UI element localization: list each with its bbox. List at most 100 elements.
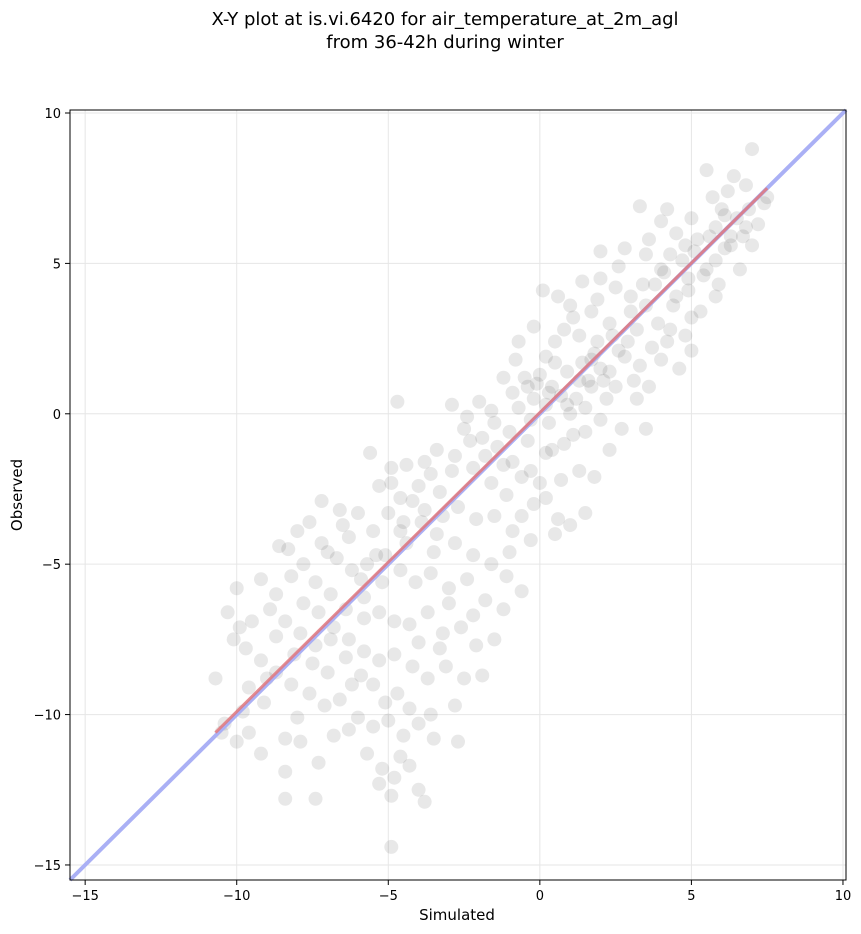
data-point xyxy=(502,424,517,439)
data-point xyxy=(375,575,390,590)
data-point xyxy=(466,548,481,563)
data-point xyxy=(699,163,714,178)
data-point xyxy=(320,545,335,560)
data-point xyxy=(541,385,556,400)
data-point xyxy=(560,364,575,379)
data-point xyxy=(535,283,550,298)
data-point xyxy=(714,202,729,217)
data-point xyxy=(663,322,678,337)
data-point xyxy=(638,298,653,313)
data-point xyxy=(693,304,708,319)
data-point xyxy=(575,274,590,289)
data-point xyxy=(632,199,647,214)
data-point xyxy=(711,277,726,292)
data-point xyxy=(563,298,578,313)
data-point xyxy=(608,379,623,394)
data-point xyxy=(608,280,623,295)
data-point xyxy=(460,409,475,424)
data-point xyxy=(378,548,393,563)
data-point xyxy=(393,491,408,506)
data-point xyxy=(475,430,490,445)
data-point xyxy=(496,370,511,385)
data-point xyxy=(432,641,447,656)
data-point xyxy=(641,379,656,394)
data-point xyxy=(732,262,747,277)
data-point xyxy=(478,448,493,463)
data-point xyxy=(654,262,669,277)
data-point xyxy=(678,238,693,253)
data-point xyxy=(290,524,305,539)
data-point xyxy=(423,566,438,581)
data-point xyxy=(444,397,459,412)
data-point xyxy=(551,289,566,304)
data-point xyxy=(284,677,299,692)
data-point xyxy=(526,391,541,406)
data-point xyxy=(408,575,423,590)
data-point xyxy=(229,581,244,596)
data-point xyxy=(405,659,420,674)
data-point xyxy=(554,472,569,487)
data-point xyxy=(751,217,766,232)
data-point xyxy=(441,596,456,611)
data-points xyxy=(208,142,775,854)
data-point xyxy=(526,319,541,334)
data-point xyxy=(735,229,750,244)
data-point xyxy=(302,515,317,530)
data-point xyxy=(520,433,535,448)
data-point xyxy=(638,247,653,262)
data-point xyxy=(532,367,547,382)
data-point xyxy=(684,211,699,226)
data-point xyxy=(629,391,644,406)
data-point xyxy=(257,695,271,710)
data-point xyxy=(617,241,632,256)
data-point xyxy=(429,442,444,457)
data-point xyxy=(402,701,417,716)
data-point xyxy=(293,626,308,641)
data-point xyxy=(417,454,432,469)
data-point xyxy=(508,352,523,367)
data-point xyxy=(599,391,614,406)
data-point xyxy=(381,506,396,521)
data-point xyxy=(417,503,432,518)
data-point xyxy=(669,289,684,304)
data-point xyxy=(411,635,426,650)
data-point xyxy=(478,593,493,608)
data-point xyxy=(651,316,666,331)
data-point xyxy=(472,394,487,409)
data-point xyxy=(590,334,605,349)
data-point xyxy=(699,262,714,277)
data-point xyxy=(457,421,472,436)
data-point xyxy=(560,397,575,412)
data-point xyxy=(314,494,329,509)
data-point xyxy=(296,596,311,611)
data-point xyxy=(645,340,659,355)
data-point xyxy=(654,214,669,229)
data-point xyxy=(496,602,511,617)
data-point xyxy=(654,352,669,367)
data-point xyxy=(563,406,578,421)
data-point xyxy=(593,361,608,376)
data-point xyxy=(745,238,760,253)
data-point xyxy=(354,668,368,683)
data-point xyxy=(229,734,244,749)
data-point xyxy=(487,415,502,430)
grid xyxy=(70,110,846,880)
data-point xyxy=(657,265,672,280)
x-tick-label: 5 xyxy=(687,889,695,904)
data-point xyxy=(602,364,617,379)
data-point xyxy=(484,403,499,418)
data-point xyxy=(366,524,381,539)
data-point xyxy=(548,527,562,542)
data-point xyxy=(514,509,529,524)
data-point xyxy=(426,545,441,560)
data-point xyxy=(505,454,520,469)
data-point xyxy=(208,671,223,686)
data-point xyxy=(381,713,396,728)
data-point xyxy=(384,839,399,854)
data-point xyxy=(308,791,323,806)
data-point xyxy=(387,614,402,629)
data-point xyxy=(278,614,293,629)
data-point xyxy=(548,334,562,349)
data-point xyxy=(569,391,584,406)
y-tick-label: 5 xyxy=(53,257,61,272)
